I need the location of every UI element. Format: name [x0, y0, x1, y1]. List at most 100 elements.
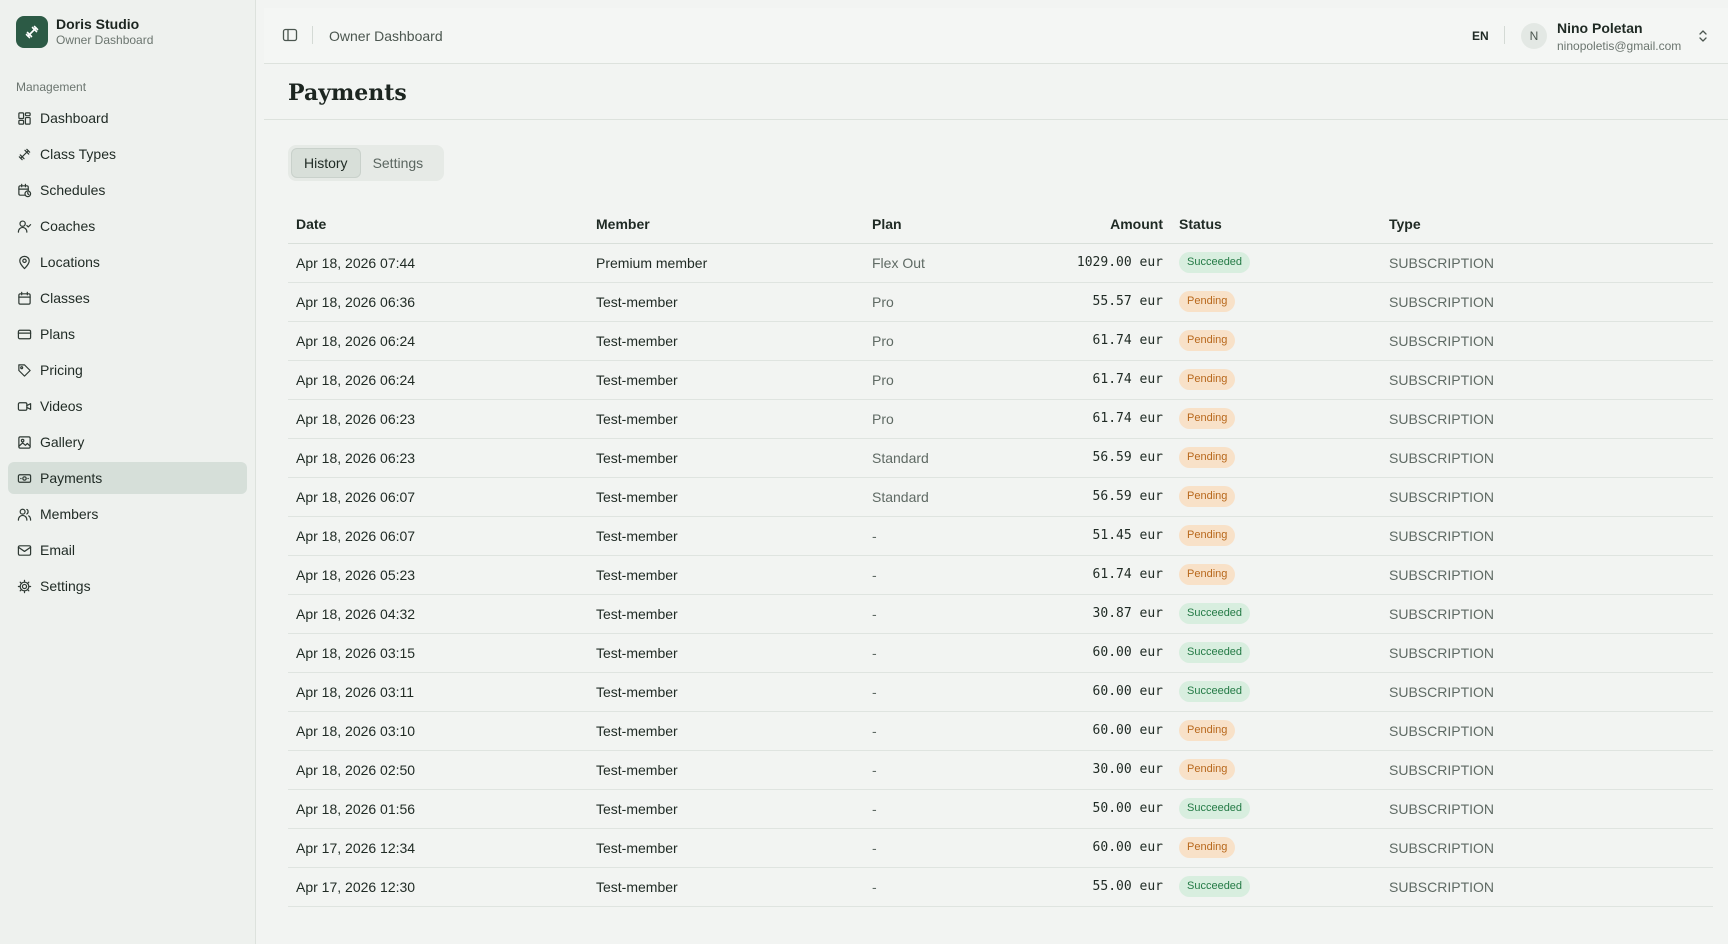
table-row[interactable]: Apr 17, 2026 12:34 Test-member -60.00 eur P… [288, 828, 1713, 868]
table-row[interactable]: Apr 18, 2026 06:23 Test-member Pro 61.74 eu… [288, 399, 1713, 439]
cell-plan: - [864, 867, 1029, 907]
cell-plan: - [864, 516, 1029, 556]
sidebar-item-label: Classes [40, 290, 90, 306]
sidebar-item-members[interactable]: Members [8, 498, 247, 530]
table-row[interactable]: Apr 18, 2026 04:32 Test-member -30.87 eur S… [288, 594, 1713, 634]
sidebar-item-email[interactable]: Email [8, 534, 247, 566]
table-row[interactable]: Apr 18, 2026 03:10 Test-member -60.00 eur P… [288, 711, 1713, 751]
cell-date: Apr 18, 2026 06:36 [288, 282, 588, 322]
cell-date: Apr 18, 2026 06:24 [288, 321, 588, 361]
sidebar-toggle-icon[interactable] [282, 27, 298, 43]
cell-amount: 56.59 eur [1029, 477, 1171, 517]
cell-date: Apr 18, 2026 04:32 [288, 594, 588, 634]
column-header-type[interactable]: Type [1381, 205, 1713, 244]
column-header-amount[interactable]: Amount [1029, 205, 1171, 244]
sidebar-item-pricing[interactable]: Pricing [8, 354, 247, 386]
cell-status: Pending [1171, 750, 1381, 790]
status-badge: Pending [1179, 525, 1236, 546]
cell-status: Pending [1171, 516, 1381, 556]
cell-amount: 51.45 eur [1029, 516, 1171, 556]
sidebar-item-payments[interactable]: Payments [8, 462, 247, 494]
column-header-member[interactable]: Member [588, 205, 864, 244]
cell-date: Apr 18, 2026 03:15 [288, 633, 588, 673]
table-row[interactable]: Apr 18, 2026 03:15 Test-member -60.00 eur S… [288, 633, 1713, 673]
table-row[interactable]: Apr 18, 2026 07:44 Premium member Flex Out… [288, 243, 1713, 283]
brand[interactable]: Doris Studio Owner Dashboard [16, 16, 153, 48]
cell-member: Test-member [588, 867, 864, 907]
cell-type: SUBSCRIPTION [1381, 711, 1713, 751]
cell-member: Test-member [588, 477, 864, 517]
cell-status: Succeeded [1171, 672, 1381, 712]
payments-table: Date Member Plan Amount Status Type Apr … [288, 205, 1713, 907]
column-header-date[interactable]: Date [288, 205, 588, 244]
sidebar-item-gallery[interactable]: Gallery [8, 426, 247, 458]
table-row[interactable]: Apr 18, 2026 02:50 Test-member -30.00 eur P… [288, 750, 1713, 790]
cell-status: Pending [1171, 399, 1381, 439]
cell-date: Apr 18, 2026 02:50 [288, 750, 588, 790]
banknote-icon [16, 470, 32, 486]
status-badge: Succeeded [1179, 603, 1251, 624]
cell-status: Pending [1171, 321, 1381, 361]
sidebar-item-coaches[interactable]: Coaches [8, 210, 247, 242]
cell-type: SUBSCRIPTION [1381, 867, 1713, 907]
sidebar-item-label: Plans [40, 326, 76, 342]
cell-status: Succeeded [1171, 867, 1381, 907]
cell-plan: - [864, 789, 1029, 829]
sidebar-item-plans[interactable]: Plans [8, 318, 247, 350]
sidebar-item-classes[interactable]: Classes [8, 282, 247, 314]
status-badge: Succeeded [1179, 798, 1251, 819]
cell-amount: 61.74 eur [1029, 555, 1171, 595]
cell-date: Apr 18, 2026 01:56 [288, 789, 588, 829]
table-row[interactable]: Apr 18, 2026 03:11 Test-member -60.00 eur S… [288, 672, 1713, 712]
cell-date: Apr 18, 2026 06:24 [288, 360, 588, 400]
sidebar-item-settings[interactable]: Settings [8, 570, 247, 602]
cell-plan: - [864, 750, 1029, 790]
sidebar-item-label: Email [40, 542, 76, 558]
cell-plan: - [864, 711, 1029, 751]
sidebar-item-schedules[interactable]: Schedules [8, 174, 247, 206]
language-switcher[interactable]: EN [1472, 29, 1489, 43]
cell-member: Premium member [588, 243, 864, 283]
table-row[interactable]: Apr 18, 2026 06:23 Test-member Standard 56.… [288, 438, 1713, 478]
cell-amount: 30.00 eur [1029, 750, 1171, 790]
sidebar-item-label: Payments [40, 470, 103, 486]
cell-plan: Flex Out [864, 243, 1029, 283]
tab-settings[interactable]: Settings [372, 155, 424, 171]
table-row[interactable]: Apr 18, 2026 06:07 Test-member -51.45 eur P… [288, 516, 1713, 556]
cell-member: Test-member [588, 555, 864, 595]
chevrons-up-down-icon[interactable] [1696, 28, 1710, 44]
cell-plan: - [864, 594, 1029, 634]
cell-member: Test-member [588, 828, 864, 868]
table-row[interactable]: Apr 18, 2026 06:24 Test-member Pro 61.74 eu… [288, 360, 1713, 400]
table-row[interactable]: Apr 18, 2026 06:24 Test-member Pro 61.74 eu… [288, 321, 1713, 361]
sidebar-item-label: Dashboard [40, 110, 109, 126]
cell-date: Apr 18, 2026 06:07 [288, 516, 588, 556]
cell-amount: 60.00 eur [1029, 672, 1171, 712]
sidebar-item-locations[interactable]: Locations [8, 246, 247, 278]
breadcrumb[interactable]: Owner Dashboard [329, 28, 443, 44]
table-row[interactable]: Apr 18, 2026 06:07 Test-member Standard 56.… [288, 477, 1713, 517]
sidebar-item-class-types[interactable]: Class Types [8, 138, 247, 170]
cell-date: Apr 18, 2026 03:10 [288, 711, 588, 751]
user-name[interactable]: Nino Poletan [1557, 20, 1643, 36]
user-email[interactable]: ninopoletis@gmail.com [1557, 39, 1682, 53]
tab-history[interactable]: History [291, 148, 361, 178]
avatar[interactable]: N [1521, 23, 1547, 49]
sidebar-item-label: Videos [40, 398, 83, 414]
brand-subtitle: Owner Dashboard [56, 33, 154, 47]
cell-date: Apr 18, 2026 07:44 [288, 243, 588, 283]
cell-type: SUBSCRIPTION [1381, 828, 1713, 868]
status-badge: Pending [1179, 759, 1236, 780]
sidebar-item-dashboard[interactable]: Dashboard [8, 102, 247, 134]
cell-date: Apr 17, 2026 12:30 [288, 867, 588, 907]
page-title: Payments [288, 80, 407, 106]
column-header-status[interactable]: Status [1171, 205, 1381, 244]
cell-member: Test-member [588, 438, 864, 478]
table-row[interactable]: Apr 18, 2026 01:56 Test-member -50.00 eur S… [288, 789, 1713, 829]
sidebar-item-videos[interactable]: Videos [8, 390, 247, 422]
table-row[interactable]: Apr 18, 2026 06:36 Test-member Pro 55.57 eu… [288, 282, 1713, 322]
table-row[interactable]: Apr 17, 2026 12:30 Test-member -55.00 eur S… [288, 867, 1713, 907]
column-header-plan[interactable]: Plan [864, 205, 1029, 244]
map-pin-icon [16, 254, 32, 270]
table-row[interactable]: Apr 18, 2026 05:23 Test-member -61.74 eur P… [288, 555, 1713, 595]
